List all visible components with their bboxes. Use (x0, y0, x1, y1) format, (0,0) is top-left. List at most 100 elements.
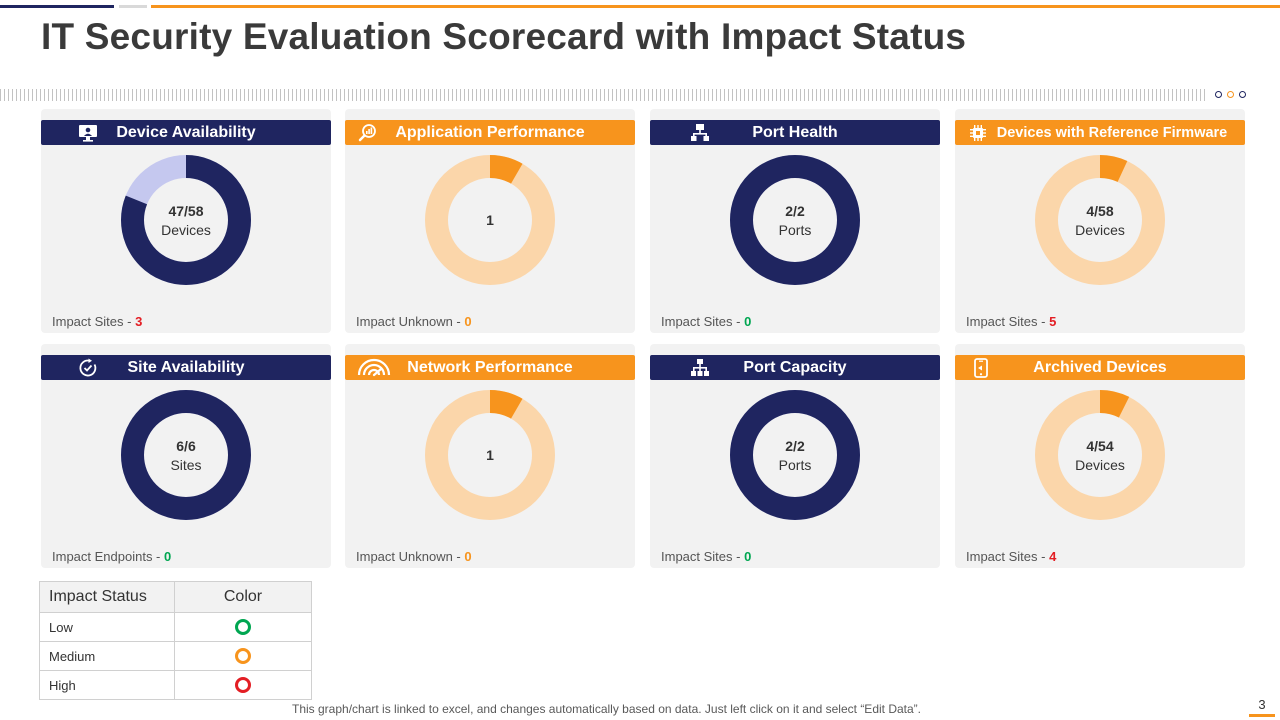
donut-center-label: 2/2 Ports (730, 155, 860, 285)
donut-center-label: 4/54 Devices (1035, 390, 1165, 520)
clock-check-icon (78, 358, 98, 378)
status-ring-icon (235, 648, 251, 665)
legend-status-label: Low (39, 612, 175, 642)
legend-row: Low (39, 612, 312, 642)
status-ring-icon (235, 677, 251, 694)
card-header: Port Capacity (650, 355, 940, 380)
donut-value: 1 (486, 447, 494, 463)
top-bar-navy (0, 5, 114, 8)
donut-value: 47/58 (168, 202, 204, 219)
page-title: IT Security Evaluation Scorecard with Im… (41, 16, 967, 57)
top-bar-gray (119, 5, 147, 8)
legend-row: High (39, 670, 312, 700)
ruler-divider (0, 89, 1208, 101)
monitor-icon (78, 123, 98, 143)
status-ring-icon (235, 619, 251, 636)
donut-unit: Devices (161, 221, 211, 238)
card-title: Port Health (752, 123, 838, 141)
donut-unit: Ports (778, 221, 812, 238)
card-title: Application Performance (395, 123, 585, 141)
donut-value-arc (730, 155, 860, 285)
card-header: Archived Devices (955, 355, 1245, 380)
card-header: Application Performance (345, 120, 635, 145)
pager-dot (1215, 91, 1222, 98)
impact-line: Impact Sites - 3 (52, 314, 142, 329)
donut-value-arc (425, 390, 555, 520)
impact-label: Impact Sites - (966, 549, 1050, 564)
card-header: Device Availability (41, 120, 331, 145)
scorecard-network-performance: Network Performance 1 Impact Unknown - 0 (345, 344, 635, 568)
card-title: Device Availability (116, 123, 256, 141)
impact-status-legend: Impact Status Color Low Medium High (39, 581, 312, 700)
scorecard-device-availability: Device Availability 47/58 Devices Impact… (41, 109, 331, 333)
impact-label: Impact Unknown - (356, 314, 465, 329)
impact-line: Impact Sites - 0 (661, 549, 751, 564)
scorecard-application-performance: Application Performance 1 Impact Unknown… (345, 109, 635, 333)
donut-unit: Ports (778, 456, 812, 473)
donut-value: 2/2 (785, 437, 805, 454)
scorecard-port-health: Port Health 2/2 Ports Impact Sites - 0 (650, 109, 940, 333)
network-nodes-icon (690, 358, 710, 378)
scorecard-port-capacity: Port Capacity 2/2 Ports Impact Sites - 0 (650, 344, 940, 568)
donut-value-arc (1035, 155, 1165, 285)
card-title: Network Performance (407, 358, 573, 376)
donut-unit: Sites (170, 456, 202, 473)
donut-unit: Devices (1075, 456, 1125, 473)
legend-header-row: Impact Status Color (39, 581, 312, 613)
legend-header-status: Impact Status (39, 581, 175, 613)
impact-value: 3 (135, 314, 143, 329)
donut-center-label: 6/6 Sites (121, 390, 251, 520)
impact-label: Impact Endpoints - (52, 549, 164, 564)
performance-search-icon (358, 123, 378, 143)
impact-label: Impact Sites - (52, 314, 136, 329)
chip-icon (968, 123, 988, 143)
scorecard-archived-devices: Archived Devices 4/54 Devices Impact Sit… (955, 344, 1245, 568)
card-header: Port Health (650, 120, 940, 145)
impact-label: Impact Unknown - (356, 549, 465, 564)
donut-value: 4/58 (1086, 202, 1114, 219)
donut-chart (1035, 155, 1165, 285)
donut-value-arc (730, 390, 860, 520)
donut-value-arc (1035, 390, 1165, 520)
donut-center-label: 1 (425, 390, 555, 520)
card-title: Devices with Reference Firmware (996, 124, 1228, 141)
top-bar-orange (151, 5, 1280, 8)
donut-center-label: 47/58 Devices (121, 155, 251, 285)
donut-value-arc (425, 155, 555, 285)
impact-line: Impact Sites - 5 (966, 314, 1056, 329)
legend-row: Medium (39, 641, 312, 671)
card-title: Archived Devices (1033, 358, 1167, 376)
donut-center-label: 4/58 Devices (1035, 155, 1165, 285)
network-hierarchy-icon (690, 123, 710, 143)
donut-value: 6/6 (176, 437, 196, 454)
impact-value: 0 (744, 314, 752, 329)
impact-value: 0 (744, 549, 752, 564)
legend-status-label: Medium (39, 641, 175, 671)
card-header: Devices with Reference Firmware (955, 120, 1245, 145)
impact-value: 0 (164, 549, 172, 564)
impact-label: Impact Sites - (966, 314, 1050, 329)
card-title: Port Capacity (743, 358, 847, 376)
donut-chart (121, 390, 251, 520)
donut-center-label: 1 (425, 155, 555, 285)
card-header: Site Availability (41, 355, 331, 380)
scorecard-site-availability: Site Availability 6/6 Sites Impact Endpo… (41, 344, 331, 568)
legend-status-label: High (39, 670, 175, 700)
footer-note: This graph/chart is linked to excel, and… (292, 702, 921, 716)
page-number: 3 (1249, 697, 1275, 717)
impact-value: 4 (1049, 549, 1057, 564)
impact-line: Impact Endpoints - 0 (52, 549, 171, 564)
impact-label: Impact Sites - (661, 314, 745, 329)
donut-center-label: 2/2 Ports (730, 390, 860, 520)
donut-chart (425, 390, 555, 520)
legend-color-cell (174, 612, 312, 642)
impact-line: Impact Sites - 4 (966, 549, 1056, 564)
impact-value: 0 (464, 314, 472, 329)
donut-chart (425, 155, 555, 285)
pager-dot (1239, 91, 1246, 98)
impact-line: Impact Unknown - 0 (356, 314, 472, 329)
impact-value: 5 (1049, 314, 1057, 329)
scorecard-reference-firmware: Devices with Reference Firmware 4/58 Dev… (955, 109, 1245, 333)
card-title: Site Availability (127, 358, 245, 376)
donut-value-arc (121, 390, 251, 520)
